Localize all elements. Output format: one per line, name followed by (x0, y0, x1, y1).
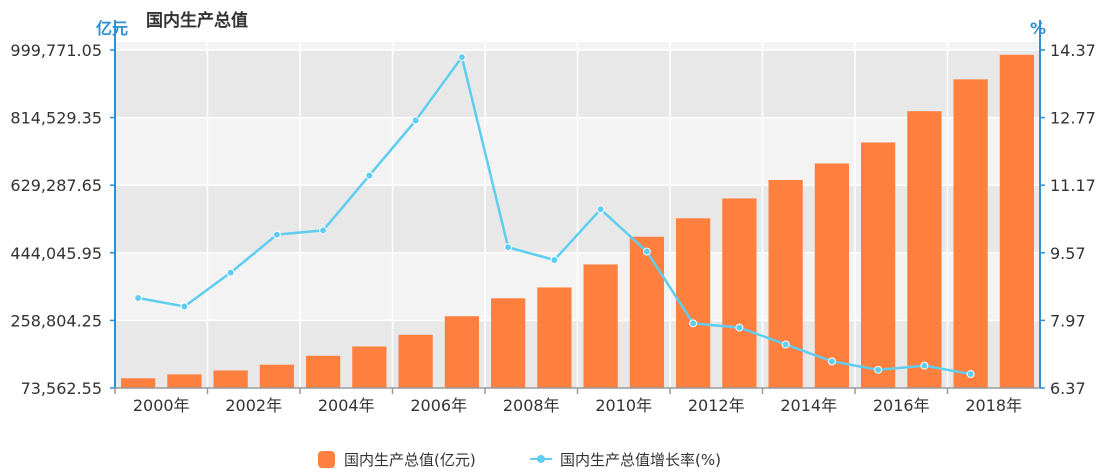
right-axis-ticks: 6.37 7.97 9.57 11.17 12.77 14.37 (1050, 41, 1096, 398)
line-point (272, 230, 281, 239)
left-tick-label: 629,287.65 (10, 176, 102, 195)
right-tick-label: 14.37 (1050, 41, 1096, 60)
line-point (781, 340, 790, 349)
bar (583, 264, 618, 388)
right-tick-label: 11.17 (1050, 176, 1096, 195)
line-point (180, 302, 189, 311)
left-axis-ticks: 73,562.55 258,804.25 444,045.95 629,287.65 8… (10, 41, 102, 398)
legend-line-marker (537, 455, 545, 463)
bar (537, 287, 572, 388)
line-point (874, 365, 883, 374)
bar (259, 364, 294, 388)
line-series (134, 53, 975, 379)
right-tick-label: 9.57 (1050, 244, 1086, 263)
left-axis-unit: 亿元 (96, 19, 128, 38)
x-tick-label: 2008年 (503, 396, 560, 415)
line-point (966, 370, 975, 379)
bar (306, 355, 341, 388)
x-tick-label: 2010年 (595, 396, 652, 415)
x-tick-label: 2000年 (133, 396, 190, 415)
axes (110, 20, 1045, 389)
line-point (550, 255, 559, 264)
chart-title: 国内生产总值 (146, 10, 248, 31)
left-tick-label: 73,562.55 (21, 379, 102, 398)
right-tick-label: 7.97 (1050, 311, 1086, 330)
line-point (642, 247, 651, 256)
legend-bar-label: 国内生产总值(亿元) (344, 451, 476, 469)
x-tick-label: 2016年 (873, 396, 930, 415)
right-tick-label: 12.77 (1050, 109, 1096, 128)
line-point (827, 357, 836, 366)
line-point (365, 171, 374, 180)
line-point (226, 268, 235, 277)
bar (167, 374, 202, 388)
line-point (504, 243, 513, 252)
x-tick-label: 2006年 (410, 396, 467, 415)
line-point (596, 205, 605, 214)
bar-series (121, 54, 1034, 389)
x-tick-label: 2018年 (965, 396, 1022, 415)
line-point (319, 226, 328, 235)
line-point (735, 323, 744, 332)
bar (213, 370, 248, 388)
x-axis-ticks: 2000年 2002年 2004年 2006年 2008年 2010年 2012年 2014年… (114, 388, 1022, 415)
bar (352, 346, 387, 388)
left-tick-label: 814,529.35 (10, 109, 102, 128)
bar (768, 179, 803, 388)
legend[interactable]: 国内生产总值(亿元) 国内生产总值增长率(%) (318, 451, 721, 469)
bar (907, 111, 942, 389)
left-tick-label: 444,045.95 (10, 244, 102, 263)
line-point (134, 294, 143, 303)
x-tick-label: 2002年 (225, 396, 282, 415)
left-tick-label: 999,771.05 (10, 41, 102, 60)
x-tick-label: 2004年 (318, 396, 375, 415)
right-axis-unit: % (1030, 19, 1046, 38)
x-tick-label: 2012年 (688, 396, 745, 415)
right-tick-label: 6.37 (1050, 379, 1086, 398)
legend-bar-swatch (318, 451, 335, 468)
line-point (689, 319, 698, 328)
bar (676, 218, 711, 388)
bar (861, 142, 896, 388)
bar (999, 54, 1034, 388)
bar (121, 378, 156, 388)
bar (722, 198, 757, 388)
legend-line-label: 国内生产总值增长率(%) (560, 451, 721, 469)
line-point (411, 116, 420, 125)
bar (398, 334, 433, 388)
bar (444, 316, 479, 388)
left-tick-label: 258,804.25 (10, 311, 102, 330)
bar (953, 79, 988, 389)
bar (629, 236, 664, 388)
line-point (920, 361, 929, 370)
line-point (457, 53, 466, 62)
bar (814, 163, 849, 388)
bar (491, 298, 526, 388)
x-tick-label: 2014年 (780, 396, 837, 415)
